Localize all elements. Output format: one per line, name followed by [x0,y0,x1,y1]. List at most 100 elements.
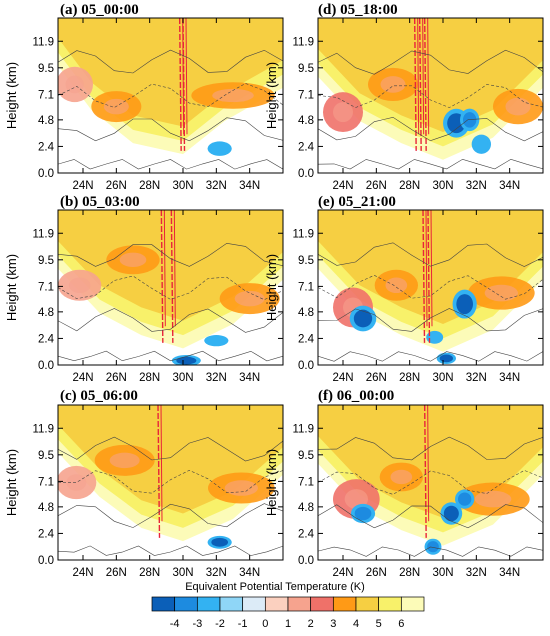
y-axis-label: Height (km) [4,254,19,321]
negative-anomaly-blob [439,354,454,363]
colorbar-swatch [264,596,289,612]
y-tick-label: 7.1 [38,281,54,293]
x-tick-label: 34N [239,180,260,192]
y-tick-label: 11.9 [292,423,314,435]
theta-e-anomaly-core [65,75,84,94]
red-contour-line [163,210,166,327]
colorbar-tick-label: 3 [330,618,336,630]
colorbar-tick-label: 4 [353,618,359,630]
panel-title: (e) 05_21:00 [318,194,396,210]
y-tick-label: 0.0 [298,555,314,567]
red-contour-line [160,210,164,343]
panel-frame [57,209,284,366]
contour-line [58,83,283,108]
x-tick-label: 34N [239,372,260,384]
contour-line [318,242,543,267]
panel-title: (f) 06_00:00 [318,388,394,404]
x-tick-label: 26N [366,180,387,192]
contour-line [318,308,543,332]
colorbar-swatch [332,596,357,612]
panel-plot-area [318,18,543,173]
y-tick-label: 0.0 [38,360,54,372]
y-tick-label: 2.4 [38,333,55,345]
red-contour-line [427,18,430,135]
contour-line [318,116,543,142]
contour-line [318,470,543,495]
y-tick-label: 11.9 [32,36,54,48]
low-level-region [58,452,283,560]
contour-line [318,504,543,529]
theta-e-anomaly-core [109,452,140,469]
y-tick-label: 7.1 [298,281,314,293]
colorbar-tick-label: 5 [376,618,382,630]
red-contour-line [425,210,428,327]
negative-anomaly-blob [443,505,459,522]
x-tick-label: 26N [366,567,387,579]
y-tick-label: 0.0 [38,168,54,180]
y-tick-label: 4.8 [298,502,314,514]
theta-e-anomaly-core [234,290,265,307]
y-tick-label: 7.1 [298,476,314,488]
x-tick-label: 30N [172,180,193,192]
contour-line [58,545,283,556]
contour-line [58,242,283,267]
colorbar-title: Equivalent Potential Temperature (K) [185,581,365,593]
x-tick-label: 24N [72,180,93,192]
x-tick-label: 26N [106,567,127,579]
panel-5: (f) 06_00:00 0.0 2.4 4.8 7.1 9.5 11.9 24N 26N 28N… [264,388,544,579]
contour-line [58,503,283,528]
panel-title: (b) 05_03:00 [60,194,140,210]
low-level-region [318,463,543,560]
panel-frame [317,209,544,366]
y-axis-label: Height (km) [264,449,279,516]
colorbar-tick-label: -3 [192,618,202,630]
red-contour-line [427,405,430,522]
x-tick-label: 28N [399,180,420,192]
y-axis-label: Height (km) [264,254,279,321]
y-tick-label: 0.0 [38,555,54,567]
negative-anomaly-blob [428,332,441,342]
panel-title: (c) 05_06:00 [60,388,138,404]
colorbar-swatch [174,596,198,612]
colorbar-tick-label: 0 [262,618,268,630]
panel-0: (a) 05_00:00 0.0 2.4 4.8 7.1 9.5 11.9 24N 26N 28N… [4,2,284,192]
y-tick-label: 7.1 [38,89,54,101]
red-contour-line [422,18,425,135]
y-tick-label: 2.4 [298,528,315,540]
colorbar-swatches [151,596,425,612]
theta-e-anomaly-core [474,490,512,508]
contour-line [58,49,283,74]
contour-line [318,158,543,170]
x-tick-label: 24N [72,567,93,579]
x-tick-label: 28N [139,372,160,384]
y-tick-label: 2.4 [298,333,315,345]
x-tick-label: 32N [206,180,227,192]
y-tick-label: 11.9 [292,36,314,48]
x-tick-label: 34N [499,567,520,579]
y-tick-label: 9.5 [298,450,314,462]
red-contour-line [185,18,188,135]
contour-line [58,436,283,462]
y-tick-label: 11.9 [32,423,54,435]
x-tick-label: 30N [432,372,453,384]
negative-anomaly-blob [427,541,439,553]
x-tick-label: 32N [466,567,487,579]
red-contour-line [427,210,431,343]
theta-e-anomaly-core [505,97,531,116]
theta-e-anomaly-core [484,284,518,302]
x-tick-label: 26N [366,372,387,384]
theta-e-anomaly-core [385,277,408,294]
colorbar-swatch [378,596,402,612]
x-tick-label: 34N [239,567,260,579]
colorbar-tick-label: 6 [398,618,404,630]
panel-plot-area [318,210,543,365]
colorbar-swatch [196,596,221,612]
y-tick-label: 9.5 [38,255,54,267]
negative-anomaly-blob [353,309,373,328]
y-tick-label: 11.9 [292,228,314,240]
colorbar-tick-label: 1 [285,618,291,630]
negative-anomaly-blob [458,492,472,506]
x-tick-label: 30N [172,567,193,579]
panel-title: (a) 05_00:00 [60,2,139,18]
